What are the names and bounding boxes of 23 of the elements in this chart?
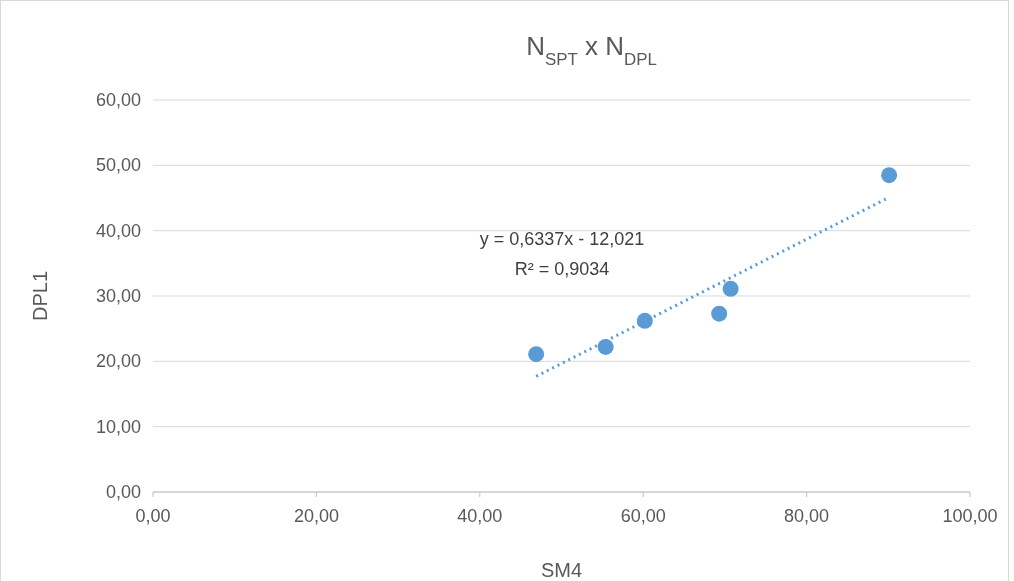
- point: [881, 167, 898, 184]
- y-tick-label: 20,00: [95, 351, 141, 372]
- point: [722, 280, 739, 297]
- point: [597, 338, 614, 355]
- y-tick-label: 60,00: [95, 90, 141, 110]
- y-tick-label: 40,00: [95, 220, 141, 241]
- annotation: R² = 0,9034: [514, 259, 610, 279]
- y-axis-title: DPL1: [29, 270, 51, 322]
- x-axis-title: SM4: [540, 559, 583, 581]
- y-tick-label: 30,00: [95, 286, 141, 306]
- x-tick-label: 0,00: [135, 506, 171, 526]
- x-tick-label: 40,00: [457, 506, 503, 526]
- y-tick-label: 50,00: [95, 155, 141, 176]
- point: [711, 305, 728, 322]
- point: [528, 346, 545, 363]
- y-tick-label: 10,00: [95, 416, 141, 437]
- chart-title: N$_{SPT}$ x N$_{DPL}$: [526, 31, 657, 69]
- x-tick-label: 20,00: [293, 506, 339, 526]
- y-tick-label: 0,00: [105, 482, 141, 502]
- x-tick-label: 80,00: [784, 506, 830, 526]
- x-tick-label: 60,00: [620, 506, 666, 526]
- annotation: y = 0,6337x - 12,021: [479, 229, 645, 249]
- x-tick-label: 100,00: [942, 506, 998, 526]
